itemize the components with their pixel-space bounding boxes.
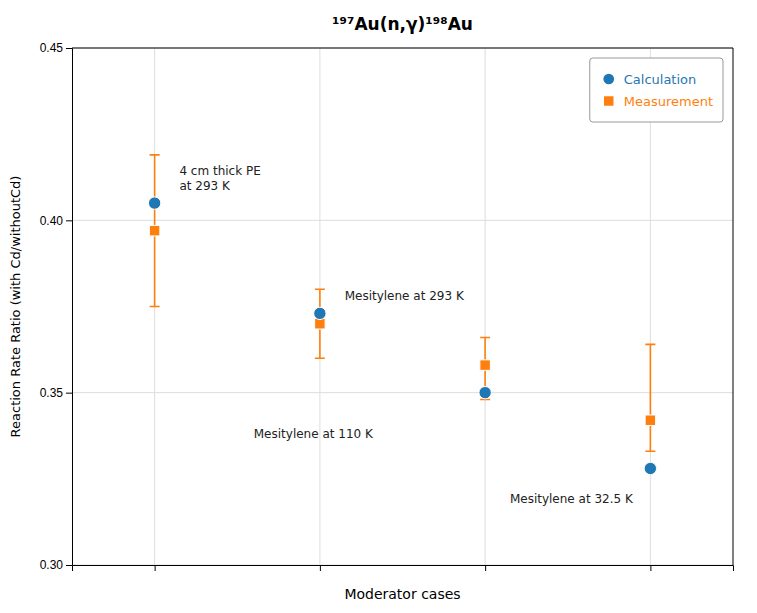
y-tick: 0.30 [40, 558, 72, 572]
point [314, 307, 326, 319]
annotation: Mesitylene at 293 K [345, 289, 465, 303]
point [480, 360, 490, 370]
y-tick: 0.40 [40, 214, 72, 228]
point [148, 197, 160, 209]
legend-label: Calculation [624, 72, 697, 87]
legend-symbol [604, 96, 613, 105]
x-tick-mark [650, 565, 651, 571]
annotation-line: Mesitylene at 293 K [345, 289, 465, 303]
annotation: 4 cm thick PEat 293 K [179, 164, 260, 193]
x-tick-mark [320, 565, 321, 571]
series-1 [149, 155, 655, 451]
annotation-line: Mesitylene at 110 K [254, 427, 374, 441]
y-tick: 0.35 [40, 386, 72, 400]
marks [148, 155, 656, 475]
grid-line-x [485, 48, 486, 565]
legend-item: Measurement [604, 94, 713, 109]
y-tick-mark [66, 48, 72, 49]
legend-box [590, 58, 723, 122]
annotation: Mesitylene at 110 K [254, 427, 374, 441]
x-tick [155, 565, 156, 571]
grid [72, 48, 733, 565]
y-tick-mark [66, 220, 72, 221]
grid-line-x [650, 48, 651, 565]
grid-line-y [72, 392, 733, 393]
legend-label: Measurement [624, 94, 713, 109]
y-tick: 0.45 [40, 41, 72, 55]
grid-line-y [72, 220, 733, 221]
annotation-line: Mesitylene at 32.5 K [510, 492, 634, 506]
error-bar [315, 289, 325, 358]
grid-line-y [72, 48, 733, 49]
point [149, 225, 159, 235]
y-axis: 0.30 0.35 0.40 0.45 [40, 41, 73, 572]
x-tick [650, 565, 651, 571]
chart: 0.30 0.35 0.40 0.45 4 cm thick PEat 293 K Mes… [0, 0, 757, 613]
point [644, 462, 656, 474]
y-axis-title: Reaction Rate Ratio (with Cd/withoutCd) [8, 176, 23, 438]
y-tick-label: 0.35 [40, 386, 64, 400]
x-tick-mark [485, 565, 486, 571]
annotation-line: 4 cm thick PE [179, 164, 260, 178]
series-0 [148, 197, 656, 475]
point [645, 415, 655, 425]
frame-right [733, 48, 734, 565]
point [479, 386, 491, 398]
plot: 0.30 0.35 0.40 0.45 4 cm thick PEat 293 K Mes… [40, 41, 734, 572]
x-axis-line [73, 566, 734, 572]
y-tick-label: 0.30 [40, 558, 64, 572]
x-tick [485, 565, 486, 571]
x-tick-mark [155, 565, 156, 571]
y-axis-line [66, 49, 73, 566]
legend-items: Calculation Measurement [603, 72, 713, 109]
title: ¹⁹⁷Au(n,γ)¹⁹⁸Au [332, 14, 473, 34]
y-tick-label: 0.45 [40, 41, 64, 55]
y-tick-mark [66, 565, 72, 566]
x-axis-title: Moderator cases [344, 586, 460, 602]
x-axis [73, 565, 734, 571]
annotation: Mesitylene at 32.5 K [510, 492, 634, 506]
x-tick [320, 565, 321, 571]
y-tick-mark [66, 393, 72, 394]
annotation-line: at 293 K [179, 179, 231, 193]
legend: Calculation Measurement [590, 58, 723, 122]
error-bar [645, 344, 655, 451]
annotations: 4 cm thick PEat 293 K Mesitylene at 293 K… [179, 164, 634, 506]
error-bar [150, 155, 160, 307]
frame-top [72, 48, 733, 49]
y-tick-label: 0.40 [40, 214, 64, 228]
legend-item: Calculation [603, 72, 696, 87]
legend-symbol [603, 74, 614, 85]
